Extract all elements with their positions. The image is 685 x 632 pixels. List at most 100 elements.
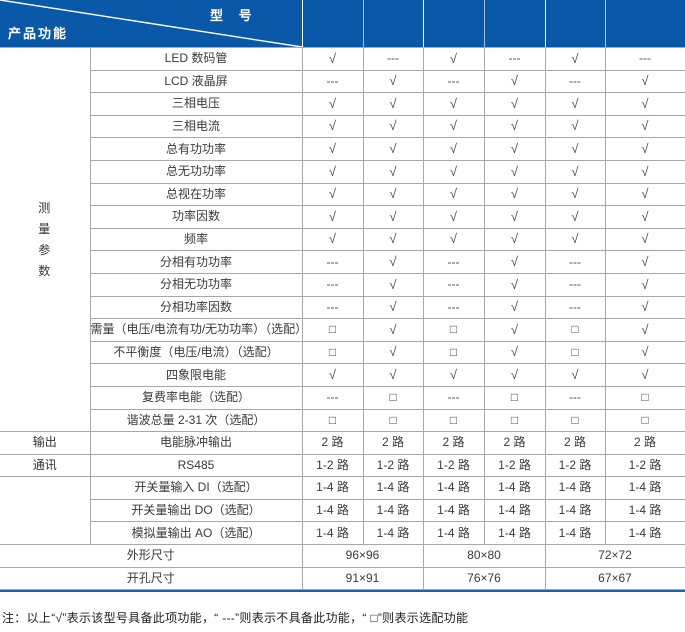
value-cell: 1-4 路 xyxy=(422,498,485,523)
value-cell: --- xyxy=(422,250,485,274)
table-row: 开孔尺寸 91×91 76×76 67×67 xyxy=(0,566,685,591)
value-cell: √ xyxy=(544,47,606,71)
table-row: 外形尺寸 96×96 80×80 72×72 xyxy=(0,544,685,568)
value-cell: √ xyxy=(422,47,485,71)
value-cell: --- xyxy=(422,385,485,410)
table-header: 型 号 产品功能 xyxy=(0,0,685,47)
value-cell: √ xyxy=(422,159,485,184)
value-cell: √ xyxy=(483,92,546,116)
model-columns-header xyxy=(302,0,685,47)
row-label: 分相无功功率 xyxy=(89,272,303,297)
table-row: 总无功功率 √ √ √ √ √ √ xyxy=(0,159,685,184)
value-cell: --- xyxy=(544,69,606,94)
value-cell: 2 路 xyxy=(483,431,546,455)
value-cell: √ xyxy=(604,227,685,252)
value-cell: √ xyxy=(362,137,424,161)
value-cell: √ xyxy=(362,205,424,229)
value-cell: √ xyxy=(422,137,485,161)
value-cell: 1-2 路 xyxy=(604,453,685,478)
value-cell: √ xyxy=(483,318,546,342)
table-row: 分相功率因数 --- √ --- √ --- √ xyxy=(0,295,685,320)
value-cell: √ xyxy=(544,159,606,184)
table-row: 复费率电能（选配） --- □ --- □ --- □ xyxy=(0,385,685,410)
value-cell: √ xyxy=(604,137,685,161)
value-cell: √ xyxy=(483,250,546,274)
value-cell: --- xyxy=(422,295,485,320)
value-cell: □ xyxy=(544,340,606,365)
row-label: 三相电流 xyxy=(89,114,303,139)
value-cell: √ xyxy=(544,114,606,139)
value-cell: □ xyxy=(483,385,546,410)
value-cell: √ xyxy=(604,69,685,94)
value-cell: √ xyxy=(544,205,606,229)
row-label: LCD 液晶屏 xyxy=(89,69,303,94)
bottom-accent-rule xyxy=(0,590,685,593)
table-row: 分相有功功率 --- √ --- √ --- √ xyxy=(0,250,685,274)
table-row: 总视在功率 √ √ √ √ √ √ xyxy=(0,182,685,207)
model-column-header xyxy=(484,0,545,47)
value-cell: 2 路 xyxy=(422,431,485,455)
value-cell: □ xyxy=(422,408,485,433)
value-cell: □ xyxy=(544,408,606,433)
value-cell: √ xyxy=(362,182,424,207)
value-cell: √ xyxy=(483,227,546,252)
value-cell: √ xyxy=(604,92,685,116)
value-cell: 1-2 路 xyxy=(301,453,364,478)
row-label: 开关量输入 DI（选配） xyxy=(89,476,303,500)
value-cell: □ xyxy=(604,385,685,410)
value-cell: --- xyxy=(301,385,364,410)
value-cell: √ xyxy=(544,182,606,207)
value-cell: --- xyxy=(362,47,424,71)
value-cell: √ xyxy=(362,69,424,94)
value-cell: √ xyxy=(483,295,546,320)
category-cell: 通讯 xyxy=(0,453,91,478)
value-cell: √ xyxy=(604,205,685,229)
category-cell: 输出 xyxy=(0,431,91,455)
value-cell: √ xyxy=(483,363,546,387)
value-cell: --- xyxy=(544,295,606,320)
value-cell: 80×80 xyxy=(422,544,546,568)
value-cell: --- xyxy=(544,385,606,410)
value-cell: 1-4 路 xyxy=(604,521,685,546)
value-cell: 1-4 路 xyxy=(301,498,364,523)
value-cell: 72×72 xyxy=(544,544,685,568)
value-cell: 67×67 xyxy=(544,566,685,591)
value-cell: 1-4 路 xyxy=(301,476,364,500)
value-cell: □ xyxy=(544,318,606,342)
model-column-header xyxy=(363,0,423,47)
value-cell: 1-2 路 xyxy=(362,453,424,478)
value-cell: √ xyxy=(362,159,424,184)
value-cell: 2 路 xyxy=(544,431,606,455)
value-cell: √ xyxy=(362,250,424,274)
value-cell: --- xyxy=(301,69,364,94)
model-column-header xyxy=(302,0,363,47)
value-cell: √ xyxy=(604,295,685,320)
category-cell xyxy=(0,476,91,546)
value-cell: 2 路 xyxy=(362,431,424,455)
value-cell: --- xyxy=(422,69,485,94)
value-cell: √ xyxy=(301,92,364,116)
row-label: 总有功功率 xyxy=(89,137,303,161)
value-cell: --- xyxy=(483,47,546,71)
row-label: 外形尺寸 xyxy=(0,544,303,568)
row-label: 谐波总量 2-31 次（选配） xyxy=(89,408,303,433)
value-cell: √ xyxy=(422,114,485,139)
table-row: 分相无功功率 --- √ --- √ --- √ xyxy=(0,272,685,297)
spec-table: 测 量 参 数 LED 数码管 √ --- √ --- √ --- LCD 液晶屏 --- √ ---… xyxy=(0,46,685,591)
value-cell: √ xyxy=(604,182,685,207)
value-cell: √ xyxy=(544,227,606,252)
table-row: 四象限电能 √ √ √ √ √ √ xyxy=(0,363,685,387)
value-cell: □ xyxy=(422,318,485,342)
table-row: 功率因数 √ √ √ √ √ √ xyxy=(0,205,685,229)
row-label: 开关量输出 DO（选配） xyxy=(89,498,303,523)
row-label: 频率 xyxy=(89,227,303,252)
row-label: 不平衡度（电压/电流）（选配） xyxy=(89,340,303,365)
row-label: 需量（电压/电流有功/无功功率）（选配） xyxy=(89,318,307,342)
value-cell: √ xyxy=(362,114,424,139)
value-cell: □ xyxy=(301,408,364,433)
value-cell: □ xyxy=(301,318,364,342)
value-cell: 1-2 路 xyxy=(544,453,606,478)
table-row: 谐波总量 2-31 次（选配） □ □ □ □ □ □ xyxy=(0,408,685,433)
diagonal-divider-line xyxy=(0,0,302,47)
value-cell: √ xyxy=(422,227,485,252)
